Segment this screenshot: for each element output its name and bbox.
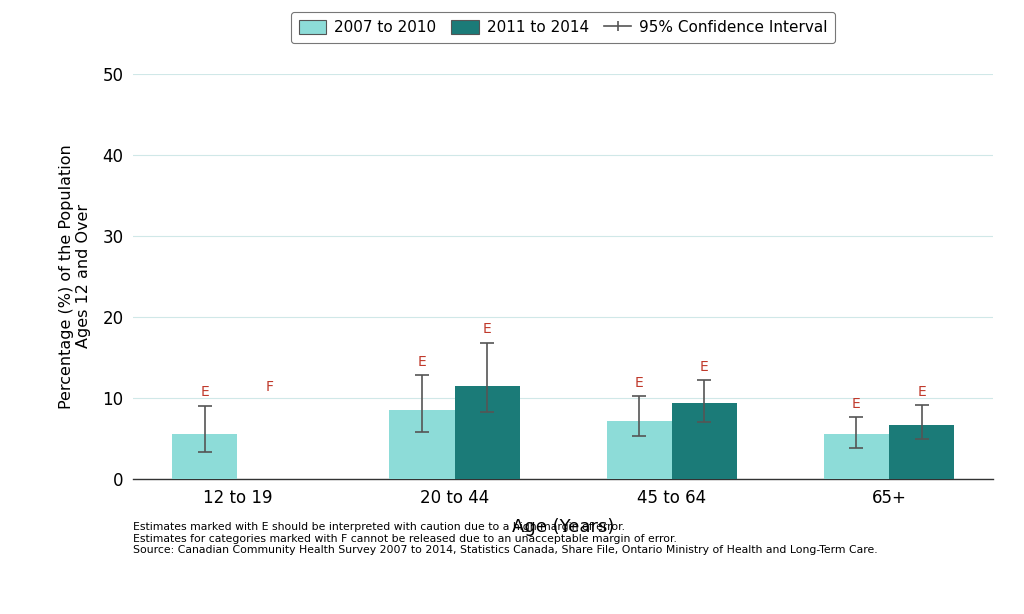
Text: E: E	[635, 376, 644, 390]
Text: E: E	[418, 355, 426, 368]
Bar	[672, 403, 737, 479]
Bar	[389, 410, 455, 479]
Bar	[606, 421, 672, 479]
Bar	[172, 434, 238, 479]
Bar	[824, 433, 889, 479]
Text: E: E	[482, 322, 492, 336]
Bar	[889, 425, 954, 479]
Text: Estimates marked with E should be interpreted with caution due to a high margin : Estimates marked with E should be interp…	[133, 522, 878, 555]
Y-axis label: Percentage (%) of the Population
Ages 12 and Over: Percentage (%) of the Population Ages 12…	[58, 144, 91, 409]
Text: E: E	[852, 397, 861, 411]
Text: F: F	[266, 380, 274, 394]
Text: E: E	[918, 385, 926, 398]
Legend: 2007 to 2010, 2011 to 2014, 95% Confidence Interval: 2007 to 2010, 2011 to 2014, 95% Confiden…	[291, 12, 836, 43]
Text: E: E	[700, 360, 709, 373]
Text: E: E	[201, 386, 209, 400]
X-axis label: Age (Years): Age (Years)	[512, 518, 614, 536]
Bar	[455, 386, 520, 479]
